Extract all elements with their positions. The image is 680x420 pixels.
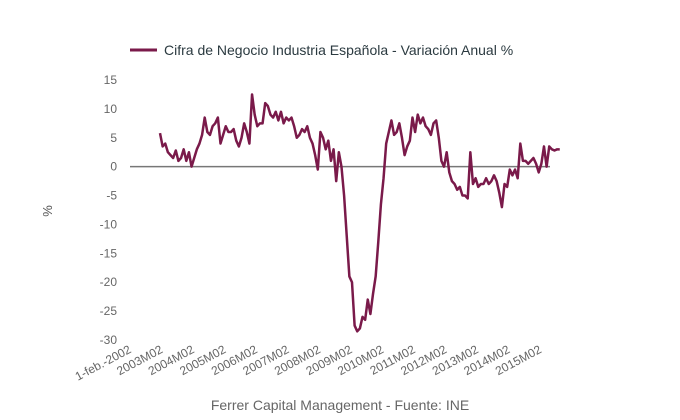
x-axis: 1-feb.-20022003M022004M022005M022006M022… — [73, 342, 544, 383]
y-axis-title: % — [40, 205, 55, 217]
y-tick-label: 15 — [104, 73, 118, 87]
y-tick-label: 5 — [110, 131, 117, 145]
series-line — [158, 93, 560, 333]
series-group — [158, 93, 560, 333]
y-tick-label: 10 — [104, 102, 118, 116]
y-tick-label: -10 — [100, 217, 118, 231]
y-tick-label: -25 — [100, 304, 118, 318]
y-tick-label: -15 — [100, 246, 118, 260]
y-axis: 15 10 5 0 -5 -10 -15 -20 -25 -30 — [100, 73, 118, 347]
y-tick-label: 0 — [110, 160, 117, 174]
footer-source: Ferrer Capital Management - Fuente: INE — [211, 397, 469, 413]
legend-label: Cifra de Negocio Industria Española - Va… — [164, 42, 513, 58]
y-tick-label: -5 — [106, 189, 117, 203]
legend: Cifra de Negocio Industria Española - Va… — [130, 42, 513, 58]
y-tick-label: -30 — [100, 333, 118, 347]
y-tick-label: -20 — [100, 275, 118, 289]
